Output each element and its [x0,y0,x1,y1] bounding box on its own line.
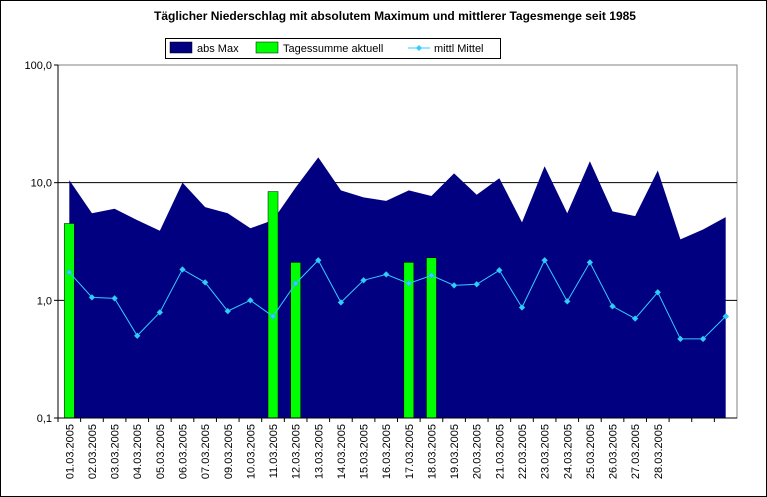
chart-title: Täglicher Niederschlag mit absolutem Max… [154,9,636,23]
marker [269,313,277,320]
marker [586,259,594,266]
x-tick-label: 13.03.2005 [313,424,325,479]
x-tick-label: 05.03.2005 [155,424,167,479]
area [69,157,726,418]
x-tick-label: 26.03.2005 [608,424,620,479]
marker [111,294,118,302]
x-tick-label: 28.03.2005 [653,424,665,479]
marker [609,302,616,310]
x-tick-label: 20.03.2005 [472,424,484,479]
x-tick-label: 02.03.2005 [87,424,99,479]
legend-label: Tagessumme aktuell [283,43,383,55]
marker [631,315,639,322]
marker [405,280,413,287]
marker [156,309,164,316]
x-tick-label: 12.03.2005 [291,424,303,479]
marker [65,268,73,276]
marker [518,304,526,311]
marker [699,335,707,343]
marker [360,276,367,284]
marker [450,282,458,289]
marker [337,299,345,306]
legend-label: abs Max [197,43,239,55]
x-tick-label: 15.03.2005 [359,424,371,479]
marker [563,298,571,305]
bar [267,191,279,419]
marker [541,256,548,264]
x-tick-label: 22.03.2005 [517,424,529,479]
x-tick-label: 19.03.2005 [449,424,461,479]
x-tick-label: 24.03.2005 [562,424,574,479]
line [68,259,727,340]
bar [426,257,437,419]
y-tick-label: 1,0 [37,295,52,307]
x-tick-label: 27.03.2005 [630,424,642,479]
x-tick-label: 25.03.2005 [585,424,597,479]
x-tick-label: 11.03.2005 [268,424,280,478]
bar [64,223,75,419]
legend-swatch [169,41,193,54]
marker [473,280,481,288]
legend-swatch [255,41,279,54]
marker [722,313,730,320]
legend-label: mittl Mittel [434,43,484,55]
marker [179,266,186,273]
x-tick-label: 06.03.2005 [177,424,189,479]
x-tick-label: 17.03.2005 [404,424,416,479]
x-tick-label: 07.03.2005 [200,424,212,479]
x-tick-label: 09.03.2005 [223,424,235,479]
x-tick-label: 14.03.2005 [336,424,348,479]
x-tick-label: 04.03.2005 [132,424,144,479]
x-tick-label: 18.03.2005 [426,424,438,479]
y-tick-label: 0,1 [37,413,52,425]
marker [224,307,232,315]
x-tick-label: 01.03.2005 [64,424,76,479]
marker [88,294,96,301]
marker [247,296,254,304]
x-tick-label: 21.03.2005 [494,424,506,479]
x-tick-label: 16.03.2005 [381,424,393,479]
marker [495,266,503,274]
x-tick-label: 10.03.2005 [245,424,257,479]
legend [165,38,501,59]
marker [677,335,684,343]
marker [654,288,662,296]
marker [292,280,300,287]
marker [314,256,322,264]
marker [133,332,141,340]
x-tick-label: 03.03.2005 [110,424,122,479]
marker [428,272,435,279]
legend-marker [416,45,422,51]
x-tick-label: 23.03.2005 [540,424,552,479]
y-tick-label: 100,0 [24,60,52,72]
marker [382,271,390,278]
y-tick-label: 10,0 [31,178,52,190]
marker [201,279,209,286]
